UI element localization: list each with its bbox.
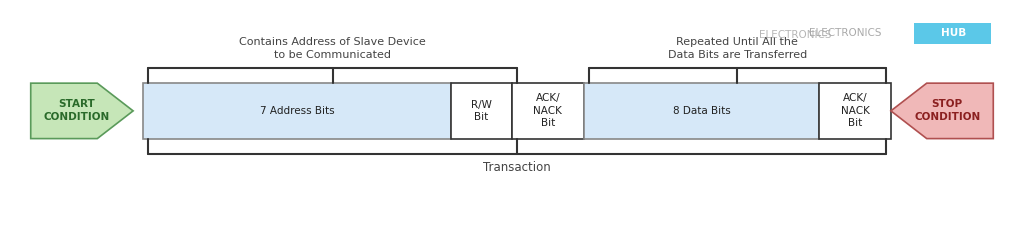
Text: HUB: HUB — [941, 28, 966, 38]
Text: ACK/
NACK
Bit: ACK/ NACK Bit — [534, 93, 562, 128]
Text: STOP
CONDITION: STOP CONDITION — [914, 99, 980, 122]
Text: START
CONDITION: START CONDITION — [44, 99, 110, 122]
Text: ELECTRONICS: ELECTRONICS — [759, 30, 835, 40]
FancyBboxPatch shape — [914, 23, 991, 44]
FancyBboxPatch shape — [584, 83, 819, 139]
Text: ELECTRONICS: ELECTRONICS — [809, 28, 881, 38]
Polygon shape — [31, 83, 133, 139]
Text: Transaction: Transaction — [483, 161, 551, 174]
Polygon shape — [891, 83, 993, 139]
Text: 7 Address Bits: 7 Address Bits — [260, 106, 334, 116]
Text: 8 Data Bits: 8 Data Bits — [673, 106, 730, 116]
FancyBboxPatch shape — [512, 83, 584, 139]
Text: Contains Address of Slave Device
to be Communicated: Contains Address of Slave Device to be C… — [240, 37, 426, 60]
Text: Repeated Until All the
Data Bits are Transferred: Repeated Until All the Data Bits are Tra… — [668, 37, 807, 60]
FancyBboxPatch shape — [819, 83, 891, 139]
Text: R/W
Bit: R/W Bit — [471, 100, 492, 122]
FancyBboxPatch shape — [143, 83, 451, 139]
FancyBboxPatch shape — [451, 83, 512, 139]
Text: ACK/
NACK
Bit: ACK/ NACK Bit — [841, 93, 869, 128]
